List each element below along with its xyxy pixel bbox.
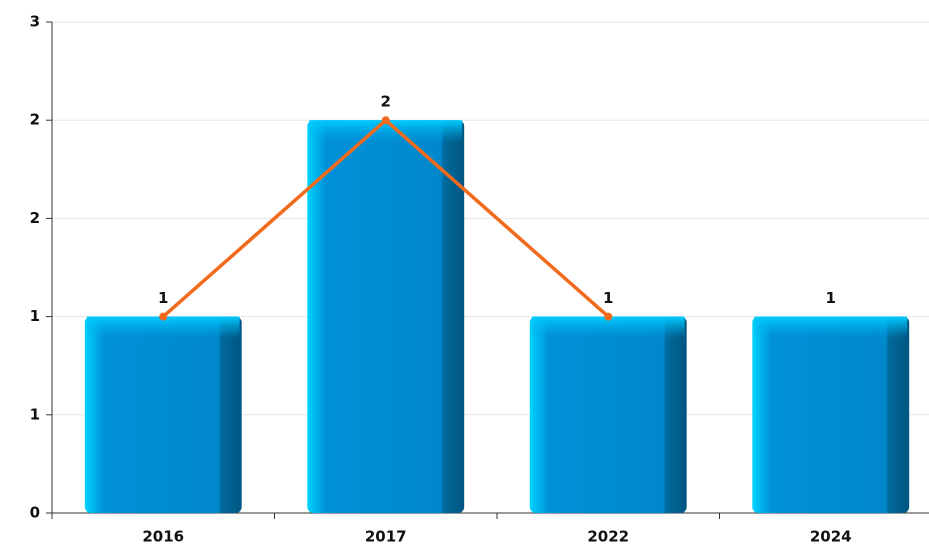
- bar-bevel: [86, 316, 240, 339]
- bar: [84, 316, 242, 513]
- bar: [307, 120, 465, 513]
- bar: [529, 316, 687, 513]
- line-point: [159, 312, 168, 321]
- y-tick-label: 1: [30, 405, 40, 423]
- line-point: [381, 116, 390, 125]
- bar: [752, 316, 910, 513]
- x-tick-label: 2024: [810, 528, 852, 546]
- y-tick-label: 2: [30, 209, 40, 227]
- y-tick-label: 3: [30, 13, 40, 31]
- y-tick-label: 0: [30, 504, 40, 522]
- bar-bevel: [754, 316, 908, 339]
- data-label: 1: [826, 289, 836, 307]
- x-tick-label: 2017: [365, 528, 407, 546]
- data-label: 2: [381, 93, 391, 111]
- bar-bevel: [531, 316, 685, 339]
- data-label: 1: [158, 289, 168, 307]
- y-tick-label: 1: [30, 307, 40, 325]
- line-point: [604, 312, 613, 321]
- x-tick-label: 2016: [142, 528, 184, 546]
- y-tick-label: 2: [30, 111, 40, 129]
- bar-bevel: [309, 120, 463, 143]
- data-label: 1: [603, 289, 613, 307]
- x-tick-label: 2022: [587, 528, 629, 546]
